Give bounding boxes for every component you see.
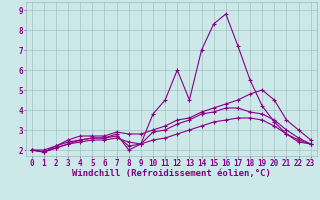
- X-axis label: Windchill (Refroidissement éolien,°C): Windchill (Refroidissement éolien,°C): [72, 169, 271, 178]
